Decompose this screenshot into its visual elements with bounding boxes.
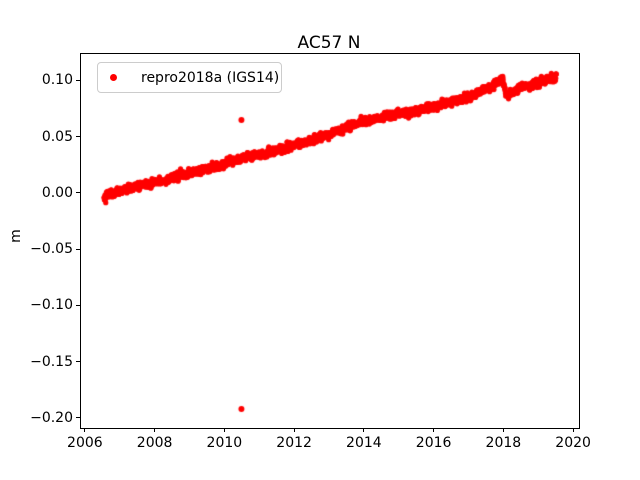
y-tick-label: −0.05 xyxy=(30,241,73,258)
x-tick-label: 2008 xyxy=(136,435,173,451)
y-tick-mark xyxy=(76,136,80,138)
y-tick-label: 0.00 xyxy=(41,184,73,201)
y-tick-mark xyxy=(76,192,80,194)
y-tick-label: 0.05 xyxy=(41,128,73,145)
x-tick-mark xyxy=(363,428,365,432)
x-tick-mark xyxy=(502,428,504,432)
y-tick-label: 0.10 xyxy=(41,72,73,89)
x-tick-label: 2010 xyxy=(206,435,243,451)
x-tick-label: 2014 xyxy=(346,435,382,451)
y-tick-mark xyxy=(76,79,80,81)
y-tick-mark xyxy=(76,304,80,306)
plot-area xyxy=(80,53,580,429)
y-tick-label: −0.20 xyxy=(30,409,73,426)
legend: repro2018a (IGS14) xyxy=(97,62,282,93)
x-tick-mark xyxy=(293,428,295,432)
y-axis-label: m xyxy=(8,229,24,243)
chart-title: AC57 N xyxy=(297,33,361,53)
x-tick-label: 2020 xyxy=(555,435,591,451)
scatter-canvas xyxy=(81,54,579,428)
x-tick-mark xyxy=(572,428,574,432)
x-tick-mark xyxy=(154,428,156,432)
legend-marker-dot-icon xyxy=(110,74,117,81)
x-tick-mark xyxy=(433,428,435,432)
x-tick-mark xyxy=(84,428,86,432)
y-tick-label: −0.15 xyxy=(30,353,73,370)
x-tick-mark xyxy=(223,428,225,432)
x-tick-label: 2016 xyxy=(415,435,452,451)
x-tick-label: 2006 xyxy=(67,435,103,451)
y-tick-mark xyxy=(76,417,80,419)
legend-label: repro2018a (IGS14) xyxy=(141,69,280,86)
y-tick-label: −0.10 xyxy=(30,297,73,314)
y-tick-mark xyxy=(76,361,80,363)
x-tick-label: 2018 xyxy=(485,435,522,451)
y-tick-mark xyxy=(76,248,80,250)
x-tick-label: 2012 xyxy=(276,435,312,451)
